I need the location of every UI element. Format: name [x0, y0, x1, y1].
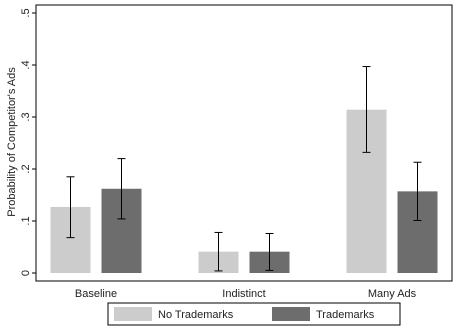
legend: No Trademarks Trademarks: [107, 302, 401, 326]
y-axis-label: Probability of Competitor's Ads: [6, 67, 18, 217]
y-tick-label-4: .4: [20, 60, 32, 69]
error-bar-0-1: [214, 231, 223, 272]
error-bar-1-2: [413, 161, 422, 221]
y-tick-label-2: .2: [20, 164, 32, 173]
x-tick-label-baseline: Baseline: [75, 288, 117, 300]
bars-group: [50, 66, 438, 273]
legend-swatch-trademarks: [272, 307, 310, 321]
legend-label-trademarks: Trademarks: [316, 309, 375, 321]
y-axis: 0 .1 .2 .3 .4 .5: [20, 8, 36, 276]
x-tick-label-many-ads: Many Ads: [368, 288, 417, 300]
error-bar-0-2: [362, 66, 371, 153]
x-tick-label-indistinct: Indistinct: [222, 288, 265, 300]
legend-frame: [107, 302, 401, 326]
error-bar-1-0: [117, 158, 126, 220]
error-bar-0-0: [66, 176, 75, 239]
y-tick-label-1: .1: [20, 216, 32, 225]
y-tick-label-0: 0: [20, 270, 32, 276]
error-bar-1-1: [265, 232, 274, 271]
x-axis: Baseline Indistinct Many Ads: [75, 288, 417, 300]
legend-swatch-no-trademarks: [114, 307, 152, 321]
plot-frame: [35, 4, 453, 282]
y-tick-label-5: .5: [20, 8, 32, 17]
legend-label-no-trademarks: No Trademarks: [158, 309, 234, 321]
y-tick-label-3: .3: [20, 112, 32, 121]
